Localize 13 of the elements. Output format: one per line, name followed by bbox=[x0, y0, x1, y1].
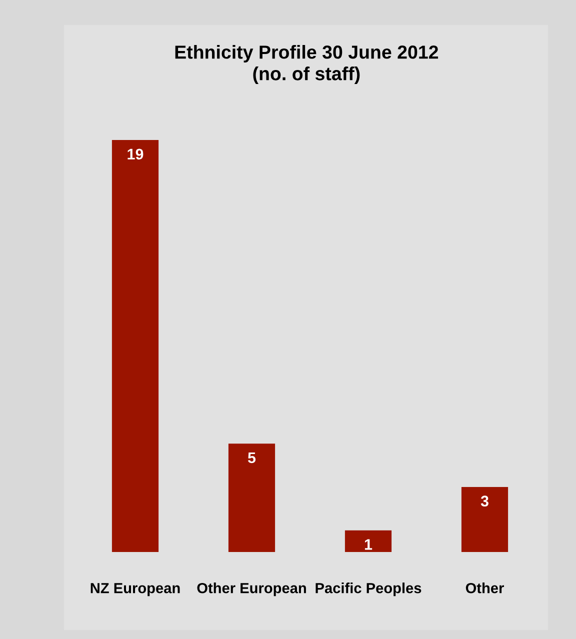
bar bbox=[112, 140, 159, 552]
data-label: 3 bbox=[480, 496, 488, 507]
bar bbox=[461, 486, 508, 552]
chart-title: Ethnicity Profile 30 June 2012 (no. of staff) bbox=[175, 45, 438, 84]
bar bbox=[228, 444, 276, 552]
data-label: 19 bbox=[128, 148, 144, 160]
x-tick-label: NZ European bbox=[90, 583, 180, 596]
data-label: 1 bbox=[364, 539, 372, 550]
bar bbox=[344, 530, 392, 552]
x-tick-label: Other bbox=[466, 582, 504, 594]
x-tick-label: Pacific Peoples bbox=[316, 582, 422, 596]
x-tick-label: Other European bbox=[197, 582, 306, 596]
data-label: 5 bbox=[248, 452, 256, 464]
